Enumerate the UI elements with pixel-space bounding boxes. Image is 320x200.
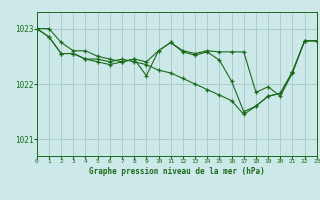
X-axis label: Graphe pression niveau de la mer (hPa): Graphe pression niveau de la mer (hPa) [89, 167, 265, 176]
